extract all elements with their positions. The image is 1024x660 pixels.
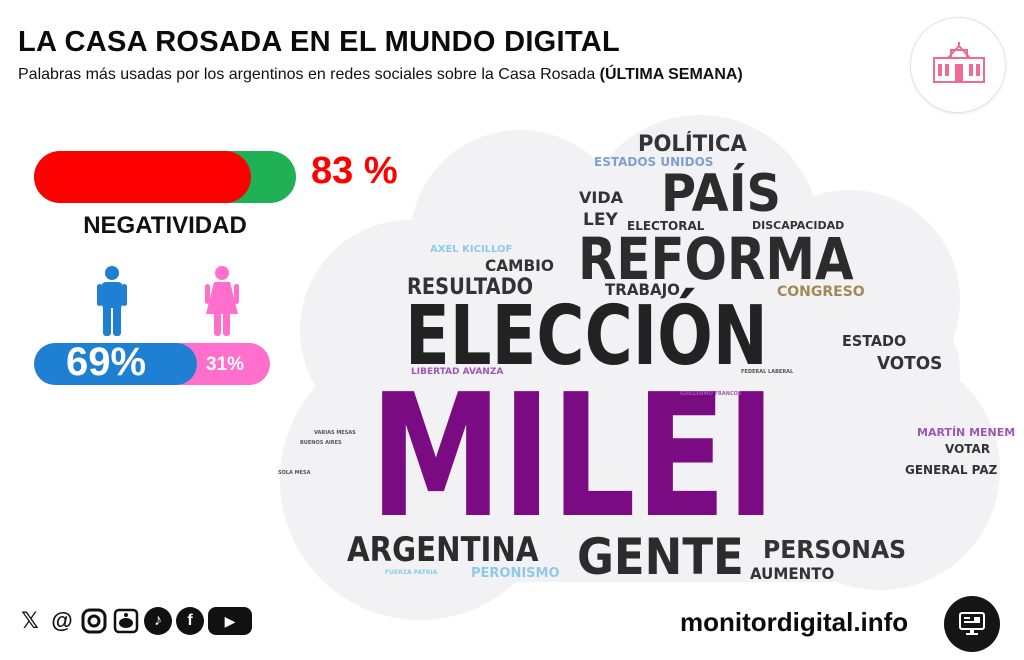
word-cloud-word: ESTADO bbox=[842, 332, 907, 350]
negativity-value: 83 % bbox=[311, 150, 398, 192]
page-title: LA CASA ROSADA EN EL MUNDO DIGITAL bbox=[18, 26, 621, 58]
word-cloud-word: BUENOS AIRES bbox=[300, 440, 342, 446]
threads-icon[interactable]: @ bbox=[51, 608, 73, 633]
word-cloud-word: CAMBIO bbox=[485, 256, 554, 275]
word-cloud-word: AXEL KICILLOF bbox=[430, 244, 513, 255]
gender-bar bbox=[34, 343, 270, 385]
man-icon bbox=[97, 266, 127, 336]
tiktok-icon[interactable]: ♪ bbox=[144, 607, 172, 635]
negativity-label: NEGATIVIDAD bbox=[83, 212, 247, 239]
word-cloud-word: GUILLERMO FRANCOS bbox=[680, 391, 742, 397]
word-cloud-word: CONGRESO bbox=[777, 284, 865, 300]
word-cloud-word: POLÍTICA bbox=[638, 132, 747, 157]
word-cloud-word: ELECTORAL bbox=[627, 219, 705, 233]
facebook-icon[interactable]: f bbox=[176, 607, 204, 635]
casa-rosada-logo bbox=[911, 18, 1005, 112]
instagram-icon[interactable] bbox=[80, 607, 108, 635]
casa-rosada-building-icon bbox=[933, 42, 985, 83]
word-cloud-word: MILEI bbox=[370, 358, 776, 556]
youtube-icon[interactable]: ▶ bbox=[208, 607, 252, 635]
word-cloud-word: TRABAJO bbox=[605, 280, 680, 299]
negativity-bar-fill bbox=[34, 151, 252, 203]
word-cloud-word: ELECCIÓN bbox=[405, 289, 768, 384]
female-percentage: 31% bbox=[206, 354, 245, 375]
word-cloud-word: FUERZA PATRIA bbox=[385, 569, 438, 576]
word-cloud-word: VOTAR bbox=[945, 442, 991, 456]
male-bar-fill bbox=[34, 343, 197, 385]
x-icon[interactable]: 𝕏 bbox=[21, 608, 39, 633]
word-cloud-word: VARIAS MESAS bbox=[314, 430, 356, 436]
word-cloud-word: AUMENTO bbox=[750, 564, 835, 583]
reddit-icon[interactable] bbox=[112, 607, 140, 635]
social-links: 𝕏 @ ♪ f ▶ bbox=[16, 607, 252, 635]
page-subtitle: Palabras más usadas por los argentinos e… bbox=[18, 66, 743, 84]
monitor-desktop-icon bbox=[944, 596, 1000, 652]
word-cloud-word: PERSONAS bbox=[763, 535, 907, 564]
word-cloud-word: PERONISMO bbox=[471, 566, 560, 581]
word-cloud-word: GENTE bbox=[577, 528, 744, 586]
word-cloud-word: LEY bbox=[583, 210, 618, 230]
word-cloud-word: LIBERTAD AVANZA bbox=[411, 367, 504, 377]
negativity-bar bbox=[34, 151, 296, 203]
subtitle-period: (ÚLTIMA SEMANA) bbox=[599, 66, 743, 83]
word-cloud-word: VIDA bbox=[579, 188, 623, 207]
subtitle-text: Palabras más usadas por los argentinos e… bbox=[18, 66, 596, 83]
word-cloud-word: DISCAPACIDAD bbox=[752, 219, 845, 232]
word-cloud-word: SOLA MESA bbox=[278, 470, 311, 476]
word-cloud-word: RESULTADO bbox=[407, 275, 534, 300]
website-link[interactable]: monitordigital.info bbox=[680, 607, 909, 637]
word-cloud-word: PAÍS bbox=[661, 164, 781, 224]
male-percentage: 69% bbox=[66, 340, 147, 384]
word-cloud-word: MARTÍN MENEM bbox=[917, 426, 1016, 439]
word-cloud-word: ARGENTINA bbox=[347, 530, 539, 570]
word-cloud-word: VOTOS bbox=[877, 353, 943, 374]
word-cloud-word: REFORMA bbox=[578, 225, 854, 293]
word-cloud-word: FEDERAL LABERAL bbox=[741, 369, 794, 375]
word-cloud-word: GENERAL PAZ bbox=[905, 463, 998, 477]
woman-icon bbox=[205, 266, 239, 336]
word-cloud-word: ESTADOS UNIDOS bbox=[594, 155, 714, 169]
